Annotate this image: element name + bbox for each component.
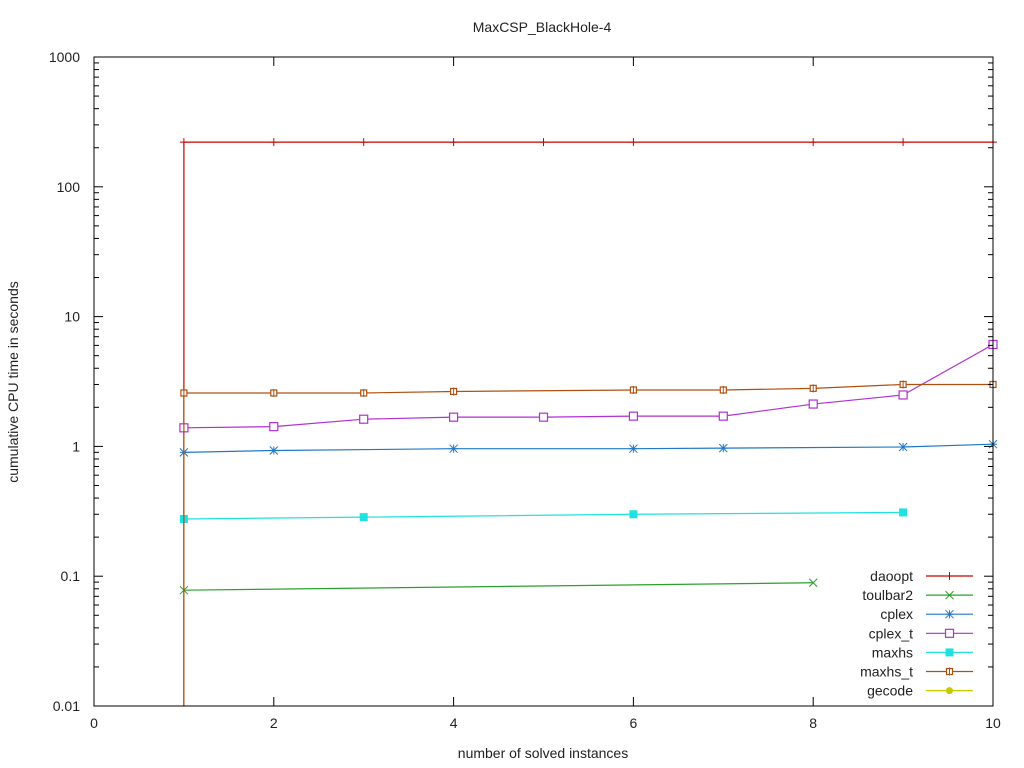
legend-item-cplex_t: cplex_t bbox=[869, 625, 973, 641]
x-tick-label: 8 bbox=[809, 715, 817, 731]
y-tick-label: 0.1 bbox=[61, 568, 81, 584]
legend-item-maxhs_t: maxhs_t bbox=[860, 664, 973, 680]
series-toulbar2 bbox=[179, 578, 818, 595]
plot-series bbox=[179, 138, 998, 706]
x-tick-label: 6 bbox=[630, 715, 638, 731]
plot-frame bbox=[93, 56, 994, 707]
y-tick-label: 100 bbox=[57, 179, 81, 195]
x-tick-label: 2 bbox=[270, 715, 278, 731]
chart-title: MaxCSP_BlackHole-4 bbox=[473, 19, 612, 35]
legend-item-gecode: gecode bbox=[867, 683, 973, 699]
y-axis: 0.01 0.1 1 10 100 1000 bbox=[49, 49, 993, 714]
legend-item-toulbar2: toulbar2 bbox=[862, 587, 973, 603]
legend-item-cplex: cplex bbox=[880, 606, 973, 622]
x-tick-label: 0 bbox=[90, 715, 98, 731]
legend-item-maxhs: maxhs bbox=[872, 644, 973, 660]
y-tick-label: 0.01 bbox=[53, 698, 80, 714]
series-maxhs bbox=[179, 508, 908, 523]
y-axis-label: cumulative CPU time in seconds bbox=[5, 281, 21, 483]
legend-label: maxhs bbox=[872, 644, 913, 660]
series-cplex bbox=[179, 439, 998, 457]
x-tick-label: 4 bbox=[450, 715, 458, 731]
legend-label: daoopt bbox=[870, 568, 913, 584]
legend-label: toulbar2 bbox=[862, 587, 913, 603]
legend-label: cplex_t bbox=[869, 625, 913, 641]
x-axis-label: number of solved instances bbox=[458, 745, 628, 761]
legend-label: gecode bbox=[867, 683, 913, 699]
series-daoopt bbox=[179, 138, 997, 706]
legend-label: cplex bbox=[880, 606, 913, 622]
y-tick-label: 1000 bbox=[49, 49, 80, 65]
legend-label: maxhs_t bbox=[860, 664, 913, 680]
y-tick-label: 1 bbox=[72, 438, 80, 454]
x-axis: 0 2 4 6 8 10 bbox=[90, 57, 1001, 731]
legend-item-daoopt: daoopt bbox=[870, 568, 973, 584]
y-tick-label: 10 bbox=[64, 309, 80, 325]
x-tick-label: 10 bbox=[985, 715, 1001, 731]
